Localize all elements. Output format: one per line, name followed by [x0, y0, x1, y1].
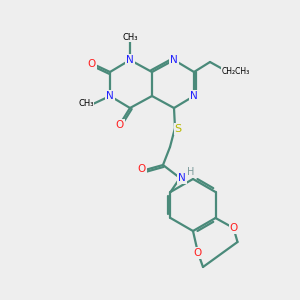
Text: H: H: [187, 167, 195, 177]
Text: N: N: [190, 91, 198, 101]
Text: O: O: [230, 223, 238, 233]
Text: S: S: [174, 124, 182, 134]
Text: O: O: [116, 120, 124, 130]
Text: O: O: [138, 164, 146, 174]
Text: N: N: [178, 173, 186, 183]
Text: CH₂CH₃: CH₂CH₃: [222, 68, 250, 76]
Text: O: O: [88, 59, 96, 69]
Text: N: N: [126, 55, 134, 65]
Text: CH₃: CH₃: [122, 32, 138, 41]
Text: N: N: [170, 55, 178, 65]
Text: CH₃: CH₃: [78, 100, 94, 109]
Text: N: N: [106, 91, 114, 101]
Text: O: O: [194, 248, 202, 258]
